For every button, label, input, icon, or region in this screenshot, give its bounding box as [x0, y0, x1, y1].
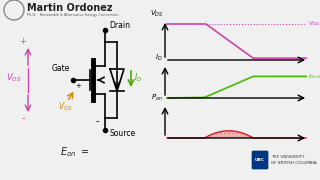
- Text: $I_{D}$: $I_{D}$: [156, 53, 163, 63]
- Text: Source: Source: [109, 129, 135, 138]
- Text: +: +: [20, 37, 27, 46]
- FancyBboxPatch shape: [252, 151, 268, 169]
- Text: -: -: [96, 116, 100, 126]
- Text: $V_{DD}$: $V_{DD}$: [308, 20, 320, 28]
- Text: $P_{on}$: $P_{on}$: [151, 93, 163, 103]
- Text: $V_{DS}$: $V_{DS}$: [6, 72, 22, 84]
- Text: Gate: Gate: [52, 64, 70, 73]
- Text: -: -: [21, 113, 25, 123]
- Text: UBC: UBC: [255, 158, 265, 162]
- Text: $V_{DS}$: $V_{DS}$: [149, 9, 163, 19]
- Text: Drain: Drain: [109, 21, 130, 30]
- Text: $I_{D(on)}$: $I_{D(on)}$: [308, 72, 320, 80]
- Text: THE UNIVERSITY
OF BRITISH COLUMBIA: THE UNIVERSITY OF BRITISH COLUMBIA: [271, 155, 317, 165]
- Text: $I_D$: $I_D$: [134, 72, 142, 84]
- Text: Ph.D. · Renewable & Alternative Energy Conversion: Ph.D. · Renewable & Alternative Energy C…: [27, 13, 118, 17]
- Text: $E_{on}\ =$: $E_{on}\ =$: [60, 145, 89, 159]
- Text: +: +: [75, 83, 81, 89]
- Text: $V_{GS}$: $V_{GS}$: [58, 101, 73, 113]
- Text: Martin Ordonez: Martin Ordonez: [27, 3, 113, 13]
